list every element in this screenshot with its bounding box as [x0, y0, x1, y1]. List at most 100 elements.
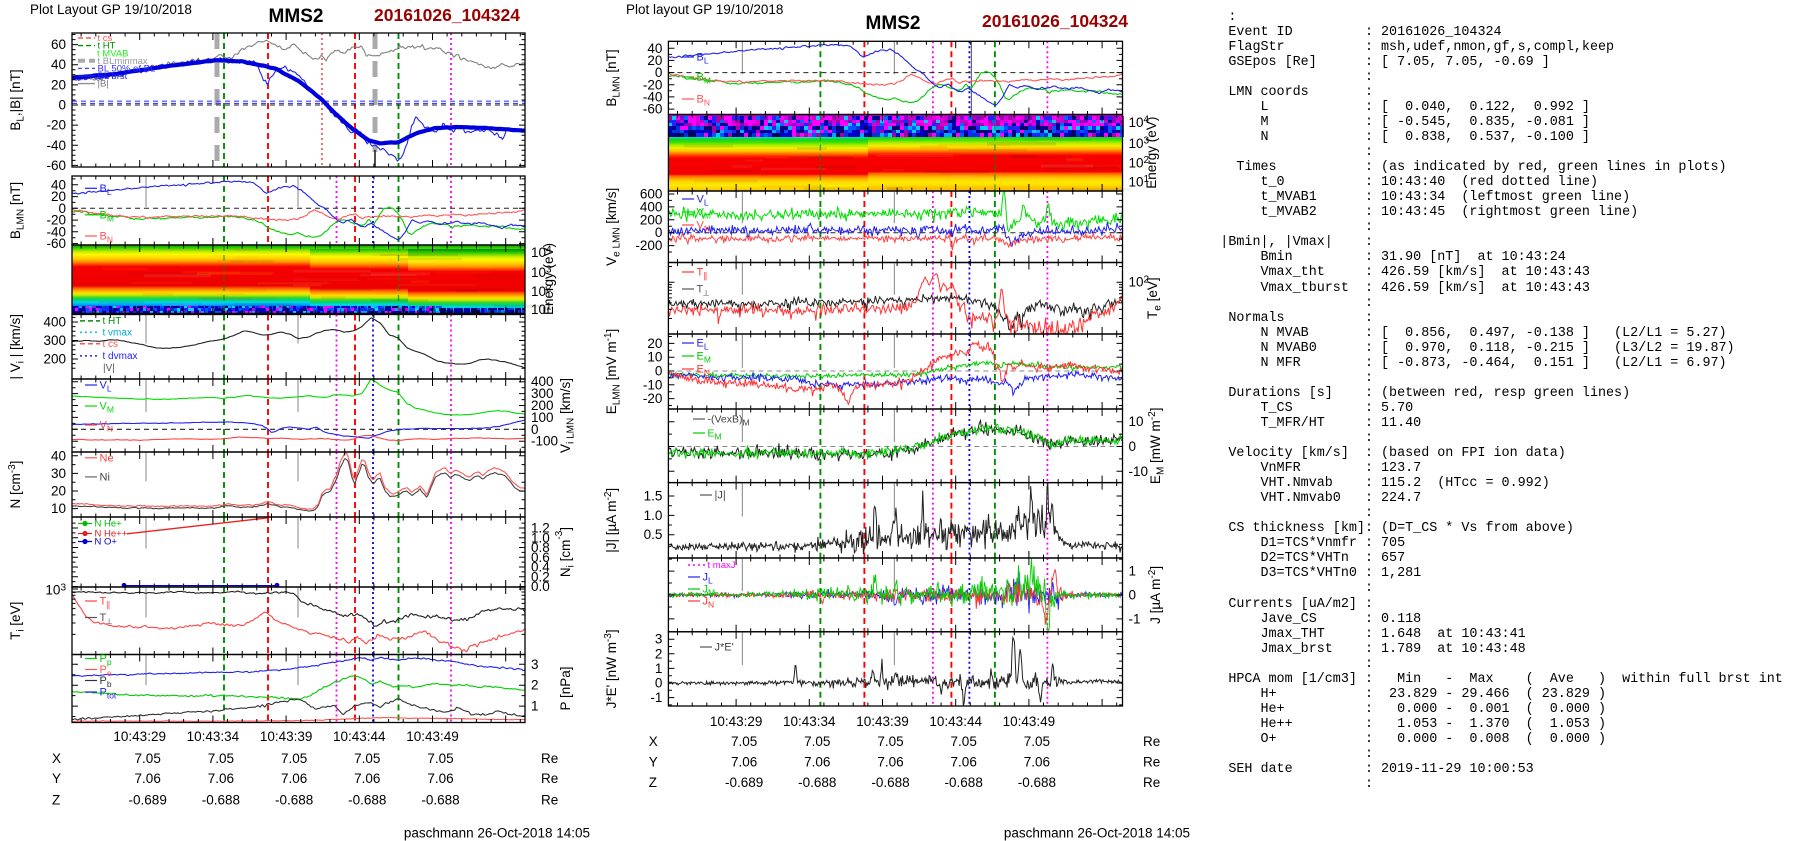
svg-text:-20: -20 — [46, 213, 66, 228]
svg-text:20: 20 — [51, 77, 66, 92]
svg-text:BL: BL — [697, 52, 709, 66]
svg-text:MMS2: MMS2 — [866, 13, 921, 34]
svg-text:0: 0 — [58, 98, 66, 113]
svg-text:10: 10 — [51, 501, 66, 516]
svg-text:Energy (eV): Energy (eV) — [541, 243, 556, 315]
svg-text:t HT: t HT — [98, 41, 116, 52]
svg-text:t BLminmax: t BLminmax — [98, 56, 148, 67]
svg-text:VN: VN — [100, 420, 113, 434]
svg-text:Z: Z — [649, 775, 657, 790]
svg-text:7.06: 7.06 — [951, 754, 977, 769]
svg-text:t dvmax: t dvmax — [103, 351, 138, 362]
svg-text:|J| [µA m-2]: |J| [µA m-2] — [603, 488, 619, 553]
svg-text:-1: -1 — [1129, 611, 1141, 626]
svg-text:0: 0 — [1129, 439, 1137, 454]
svg-text:400: 400 — [640, 199, 663, 214]
svg-text:-0.688: -0.688 — [798, 775, 836, 790]
svg-text:7.05: 7.05 — [804, 734, 830, 749]
svg-text:T∥: T∥ — [697, 267, 708, 281]
svg-text:0.4: 0.4 — [531, 560, 550, 575]
svg-text:-100: -100 — [531, 434, 558, 449]
svg-text:20161026_104324: 20161026_104324 — [982, 11, 1128, 31]
svg-text:Plot Layout GP 19/10/2018: Plot Layout GP 19/10/2018 — [30, 2, 192, 17]
svg-text:Pe: Pe — [100, 664, 112, 678]
svg-text:0.8: 0.8 — [531, 540, 550, 555]
svg-text:-200: -200 — [635, 238, 662, 253]
svg-text:7.05: 7.05 — [135, 751, 161, 766]
svg-text:VL: VL — [100, 380, 112, 394]
svg-text:VL: VL — [697, 194, 709, 208]
svg-text:EL: EL — [697, 338, 709, 352]
svg-text:600: 600 — [640, 187, 663, 202]
svg-text:Re: Re — [1143, 754, 1160, 769]
svg-text:J*E' [nW m-3]: J*E' [nW m-3] — [603, 629, 619, 708]
svg-text:7.05: 7.05 — [731, 734, 757, 749]
svg-text:-40: -40 — [643, 89, 663, 104]
svg-text:1.2: 1.2 — [531, 521, 550, 536]
svg-text:-60: -60 — [46, 158, 66, 173]
svg-text:-1: -1 — [650, 690, 662, 705]
svg-text:BN: BN — [100, 231, 113, 245]
svg-text:t MVAB: t MVAB — [97, 48, 129, 59]
svg-text:EN: EN — [697, 364, 710, 378]
svg-text:30: 30 — [51, 466, 66, 481]
svg-text:200: 200 — [43, 352, 66, 367]
svg-text:X: X — [52, 751, 61, 766]
svg-text:Z: Z — [52, 792, 60, 807]
svg-text:7.06: 7.06 — [208, 771, 234, 786]
svg-text:BL,|B| [nT]: BL,|B| [nT] — [8, 69, 27, 130]
svg-text:JN: JN — [703, 596, 715, 610]
svg-text:Pb: Pb — [100, 675, 112, 689]
svg-text:10:43:29: 10:43:29 — [113, 729, 166, 744]
svg-text:-0.688: -0.688 — [871, 775, 909, 790]
svg-text:t vmax: t vmax — [103, 328, 132, 339]
svg-text:X: X — [649, 734, 658, 749]
svg-text:7.05: 7.05 — [951, 734, 977, 749]
svg-text:7.06: 7.06 — [804, 754, 830, 769]
svg-text:BL: BL — [100, 183, 112, 197]
svg-text:|B|: |B| — [98, 79, 109, 90]
svg-text:2: 2 — [531, 678, 539, 693]
svg-text:200: 200 — [531, 398, 554, 413]
svg-text:0.6: 0.6 — [531, 550, 550, 565]
svg-text:-0.689: -0.689 — [725, 775, 763, 790]
svg-text:Vi LMN [km/s]: Vi LMN [km/s] — [558, 378, 577, 453]
svg-text:t cs: t cs — [98, 33, 113, 44]
svg-text:Ni [cm-3]: Ni [cm-3] — [554, 527, 577, 577]
svg-text:-60: -60 — [46, 236, 66, 251]
svg-text:VM: VM — [100, 401, 114, 415]
svg-text:-40: -40 — [46, 138, 66, 153]
svg-text:7.05: 7.05 — [427, 751, 453, 766]
svg-text:BM: BM — [697, 72, 711, 86]
svg-text:Y: Y — [649, 754, 658, 769]
svg-text:VN: VN — [697, 220, 710, 234]
svg-text:Re: Re — [541, 771, 558, 786]
svg-text:T⟂: T⟂ — [100, 612, 113, 626]
svg-text:7.05: 7.05 — [281, 751, 307, 766]
svg-text:10:43:39: 10:43:39 — [260, 729, 313, 744]
svg-text:20: 20 — [51, 484, 66, 499]
svg-text:7.06: 7.06 — [731, 754, 757, 769]
svg-text:T⟂: T⟂ — [697, 284, 710, 298]
svg-text:P [nPa]: P [nPa] — [558, 666, 573, 710]
svg-text:20161026_104324: 20161026_104324 — [374, 5, 520, 25]
svg-text:Ne: Ne — [100, 452, 114, 464]
svg-text:N He+: N He+ — [95, 519, 123, 530]
svg-text:EM: EM — [708, 427, 722, 441]
svg-text:0: 0 — [655, 364, 663, 379]
svg-text:J*E': J*E' — [715, 642, 734, 654]
svg-text:MMS2: MMS2 — [269, 6, 324, 27]
svg-text:-0.688: -0.688 — [1018, 775, 1056, 790]
svg-text:7.05: 7.05 — [877, 734, 903, 749]
svg-text:10:43:39: 10:43:39 — [856, 714, 909, 729]
svg-text:1: 1 — [655, 661, 663, 676]
svg-text:-60: -60 — [643, 102, 663, 117]
svg-text:400: 400 — [531, 374, 554, 389]
svg-text:20: 20 — [647, 53, 662, 68]
svg-text:10:43:34: 10:43:34 — [783, 714, 836, 729]
svg-text:0.5: 0.5 — [644, 527, 663, 542]
svg-text:-0.688: -0.688 — [348, 792, 386, 807]
svg-text:Ti [eV]: Ti [eV] — [8, 602, 27, 640]
svg-text:Plot layout GP 19/10/2018: Plot layout GP 19/10/2018 — [626, 2, 783, 17]
svg-text:1: 1 — [531, 699, 539, 714]
